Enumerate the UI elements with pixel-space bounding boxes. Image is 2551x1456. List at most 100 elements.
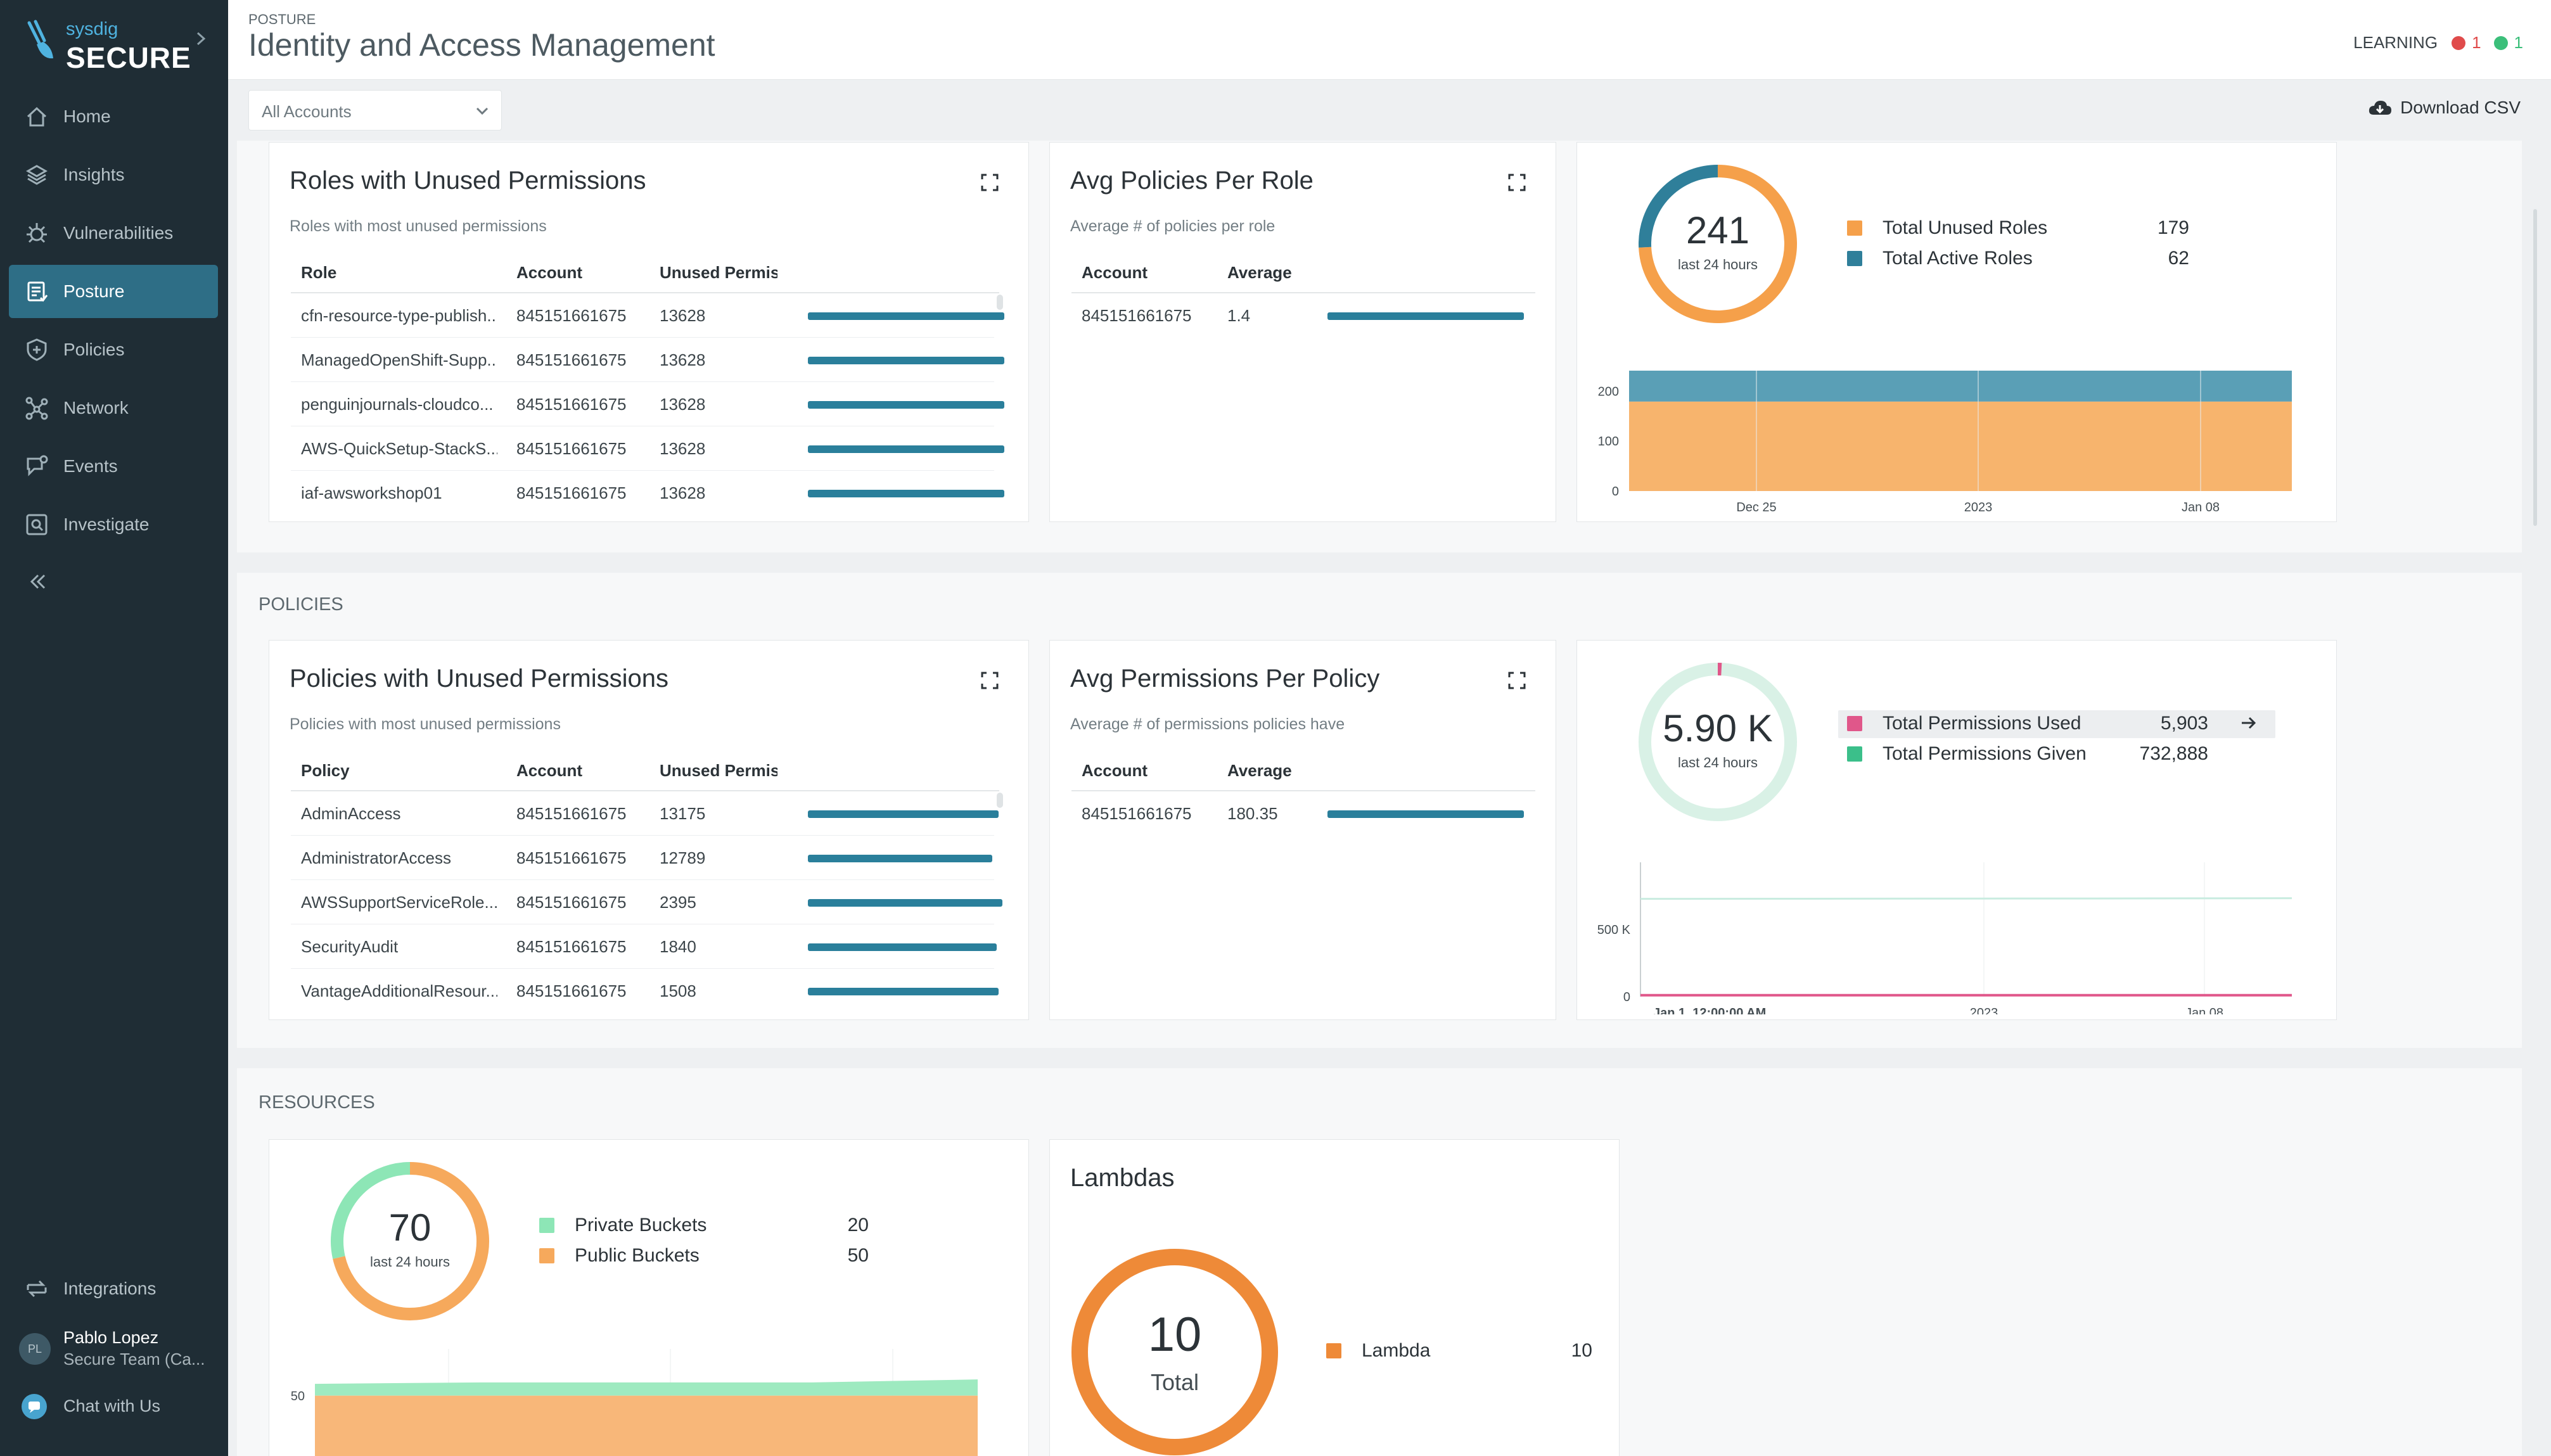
buckets-donut-chart [331,1162,489,1320]
learning-label: LEARNING [2353,33,2438,52]
sidebar-item-home[interactable]: Home [9,90,218,143]
breadcrumb[interactable]: POSTURE [248,11,316,27]
sidebar-item-integrations[interactable]: Integrations [9,1262,218,1315]
sidebar-item-posture[interactable]: Posture [9,265,218,318]
column-header-unused[interactable]: Unused Permiss [660,263,777,282]
page-scrollbar[interactable] [2533,209,2537,526]
table-row[interactable]: AdminAccess 845151661675 13175 [291,791,999,836]
lambdas-card: Lambdas 10 Total Lambda 10 [1049,1139,1620,1456]
bug-icon [27,223,47,243]
legend-item-unused-roles[interactable]: Total Unused Roles 179 [1847,212,2189,241]
legend-value: 62 [2168,248,2189,269]
y-tick-label: 0 [1612,485,1619,499]
table-row[interactable]: AdministratorAccess 845151661675 12789 [291,836,994,880]
table-row[interactable]: 845151661675 1.4 [1071,293,1535,338]
row-policy: AdminAccess [301,804,401,823]
column-header-average[interactable]: Average [1227,761,1292,780]
row-unused: 13628 [660,350,706,369]
average-bar [1327,810,1524,818]
sidebar-item-network[interactable]: Network [9,381,218,435]
legend-item-active-roles[interactable]: Total Active Roles 62 [1847,243,2189,272]
expand-icon[interactable] [980,173,999,192]
page-title: Identity and Access Management [248,27,715,63]
buckets-area-chart[interactable]: 50 [269,1336,1030,1456]
column-header-account[interactable]: Account [1082,263,1148,282]
buckets-donut[interactable]: 70 last 24 hours [328,1159,492,1324]
column-header-account[interactable]: Account [516,263,582,282]
average-bar [1327,312,1524,320]
sidebar-item-label: Insights [63,165,125,184]
legend-name: Total Permissions Given [1883,743,2087,764]
chat-with-us[interactable]: Chat with Us [19,1391,222,1423]
column-header-unused[interactable]: Unused Permiss [660,761,777,780]
area-public-buckets[interactable] [315,1395,978,1456]
user-profile[interactable]: PL Pablo Lopez Secure Team (Ca... [19,1324,222,1375]
row-account: 845151661675 [1082,306,1192,325]
y-tick-label: 100 [1598,435,1619,449]
donut-slice-0[interactable] [333,1162,489,1320]
area-unused-roles[interactable] [1629,401,2292,491]
header-divider [291,292,999,293]
sidebar-item-vulnerabilities[interactable]: Vulnerabilities [9,207,218,260]
legend-swatch [539,1248,554,1263]
row-policy: AWSSupportServiceRole... [301,893,497,912]
row-unused: 1840 [660,937,696,956]
policies-unused-card: Policies with Unused Permissions Policie… [269,640,1029,1020]
column-header-average[interactable]: Average [1227,263,1292,282]
table-row[interactable]: VantageAdditionalResour... 845151661675 15… [291,969,999,1013]
table-row[interactable]: penguinjournals-cloudco... 845151661675 13… [291,382,1004,426]
table-scrollbar[interactable] [997,793,1003,808]
sidebar-item-investigate[interactable]: Investigate [9,498,218,551]
download-csv-button[interactable]: Download CSV [2367,98,2521,118]
permissions-donut[interactable]: 5.90 K last 24 hours [1635,660,1800,824]
account-select[interactable]: All Accounts [248,90,502,131]
area-private-buckets[interactable] [315,1379,978,1396]
table-row[interactable]: 845151661675 180.35 [1071,791,1535,836]
donut-slice-0[interactable] [1639,165,1797,323]
area-active-roles[interactable] [1629,371,2292,402]
legend-item-lambda[interactable]: Lambda 10 [1326,1335,1592,1364]
table-row[interactable]: cfn-resource-type-publish... 845151661675… [291,293,1004,338]
unused-bar [808,899,1002,907]
learning-status[interactable]: LEARNING 1 1 [2353,33,2523,53]
chevron-right-icon[interactable] [191,29,210,48]
sidebar-item-insights[interactable]: Insights [9,148,218,201]
lambdas-donut[interactable]: 10 Total [1070,1248,1279,1456]
home-icon [27,106,47,127]
table-scrollbar[interactable] [997,295,1003,310]
roles-area-chart[interactable]: 0 100 200 Dec 25 2023 Jan 08 [1577,345,2337,516]
sysdig-logo[interactable]: sysdig SECURE [23,16,213,74]
expand-icon[interactable] [1507,173,1526,192]
arrow-right-icon[interactable] [2240,715,2258,731]
events-icon [27,455,48,476]
collapse-sidebar-icon[interactable] [27,570,49,593]
table-row[interactable]: ManagedOpenShift-Supp... 845151661675 1362… [291,338,1004,382]
column-header-role[interactable]: Role [301,263,337,282]
legend-item-permissions-given[interactable]: Total Permissions Given 732,888 [1847,738,2265,767]
table-row[interactable]: AWS-QuickSetup-StackS... 845151661675 1362… [291,426,1004,471]
legend-item-public-buckets[interactable]: Public Buckets 50 [539,1240,881,1269]
legend-item-permissions-used[interactable]: Total Permissions Used 5,903 [1847,708,2265,737]
line-permissions-given[interactable] [1640,897,2292,900]
legend-item-private-buckets[interactable]: Private Buckets 20 [539,1210,881,1239]
column-header-account[interactable]: Account [1082,761,1148,780]
row-account: 845151661675 [516,483,627,502]
permissions-line-chart[interactable]: 0 500 K 2023 Jan 08 Jan 1, 12:00:00 AM [1577,843,2337,1014]
table-row[interactable]: SecurityAudit 845151661675 1840 [291,924,997,969]
donut-slice-1[interactable] [331,1162,411,1259]
expand-icon[interactable] [980,671,999,690]
column-header-account[interactable]: Account [516,761,582,780]
card-title: Policies with Unused Permissions [290,665,669,693]
sidebar-item-events[interactable]: Events [9,440,218,493]
row-divider [291,879,994,880]
row-divider [291,381,994,382]
sidebar-item-policies[interactable]: Policies [9,323,218,376]
chevron-down-icon [476,107,489,115]
roles-donut[interactable]: 241 last 24 hours [1635,162,1800,326]
unused-bar [808,810,999,818]
expand-icon[interactable] [1507,671,1526,690]
table-row[interactable]: iaf-awsworkshop01 845151661675 13628 [291,471,1004,515]
donut-slice-1[interactable] [1639,165,1718,248]
column-header-policy[interactable]: Policy [301,761,350,780]
table-row[interactable]: AWSSupportServiceRole... 845151661675 2395 [291,880,1002,924]
